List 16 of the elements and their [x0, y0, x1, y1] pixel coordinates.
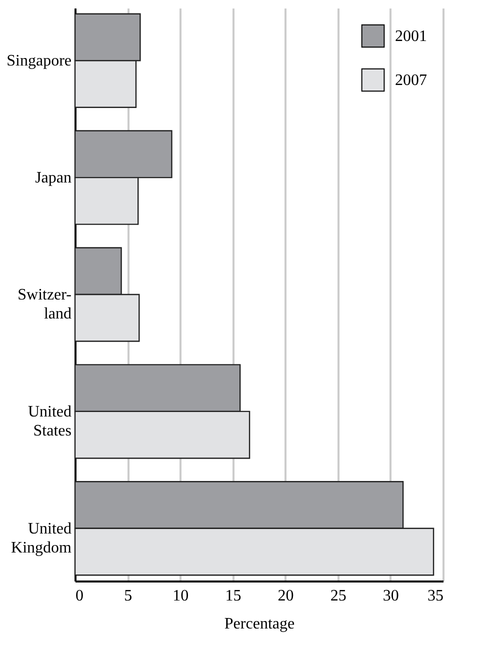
x-tick-label: 10: [172, 588, 189, 604]
x-tick-label: 25: [330, 588, 346, 604]
x-tick-label: 15: [225, 588, 242, 604]
x-tick-label: 30: [382, 588, 399, 604]
legend-label: 2007: [395, 72, 427, 89]
y-tick-label: United Kingdom: [11, 520, 72, 556]
x-tick-label: 0: [76, 588, 84, 604]
y-tick-label: Japan: [35, 170, 72, 187]
y-tick-label: Switzer- land: [18, 286, 72, 322]
y-tick-label: United States: [28, 403, 72, 440]
legend-label: 2001: [395, 28, 427, 45]
y-tick-label: Singapore: [6, 52, 72, 70]
x-tick-label: 20: [278, 588, 294, 604]
x-axis-title: Percentage: [224, 616, 295, 632]
x-tick-label: 35: [428, 588, 444, 604]
x-tick-label: 5: [124, 588, 132, 604]
